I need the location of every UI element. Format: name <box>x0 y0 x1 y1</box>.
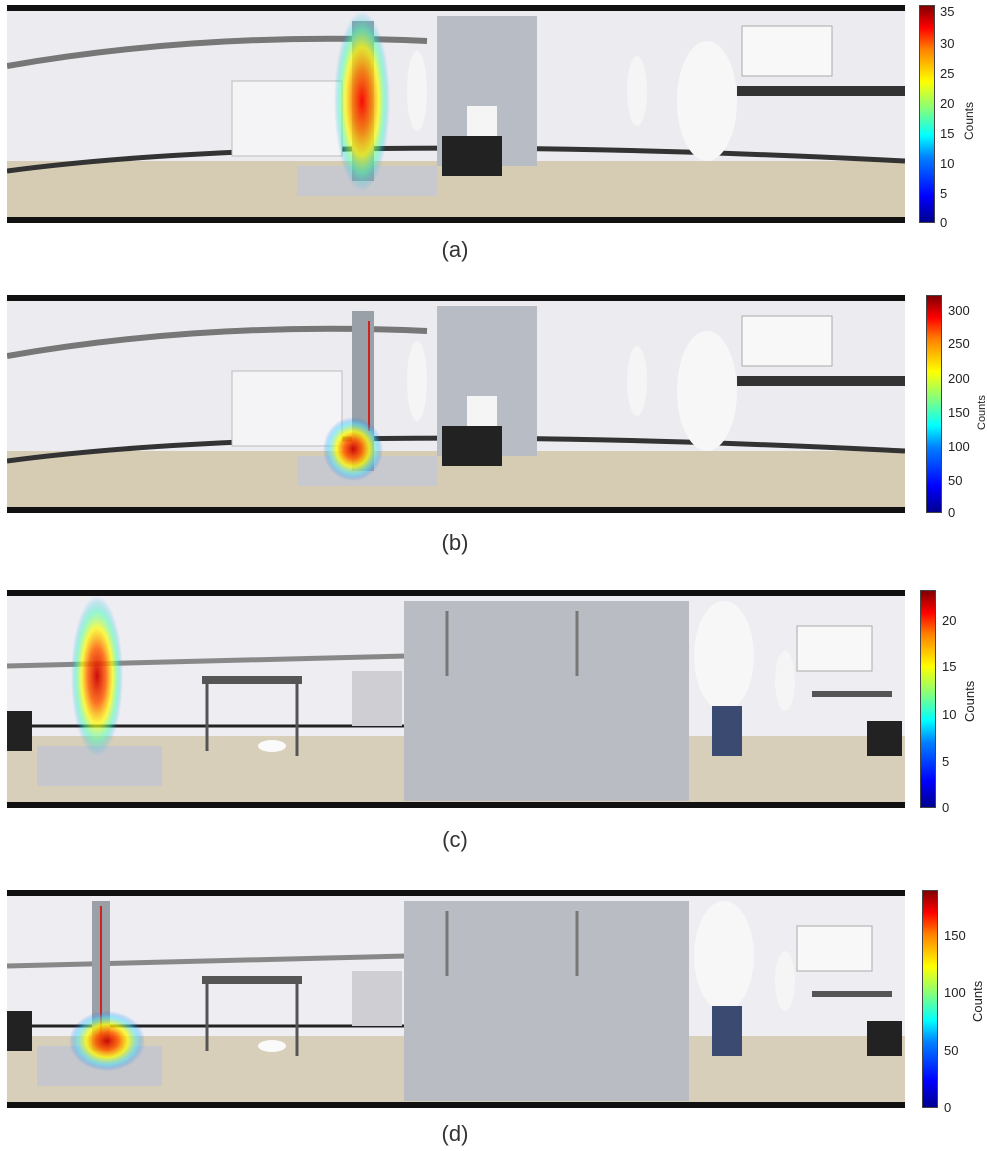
colorbar-a-tick: 15 <box>940 126 955 141</box>
panel-a: 35 30 25 20 15 10 5 0 Counts (a) <box>0 0 987 270</box>
colorbar-d-tick: 0 <box>944 1100 952 1115</box>
colorbar-c-label: Counts <box>962 680 977 722</box>
colorbar-c <box>920 590 936 808</box>
panel-c: 20 15 10 5 0 Counts (c) <box>0 587 987 857</box>
panel-b: 300 250 200 150 100 50 0 Counts (b) <box>0 290 987 565</box>
colorbar-a <box>919 5 935 223</box>
colorbar-b <box>926 295 942 513</box>
colorbar-c-tick: 15 <box>942 659 957 674</box>
colorbar-d-label: Counts <box>970 980 985 1022</box>
colorbar-c-tick: 10 <box>942 707 957 722</box>
colorbar-a-tick: 20 <box>940 96 955 111</box>
panorama-image-c <box>7 590 905 808</box>
colorbar-a-label: Counts <box>962 101 976 140</box>
colorbar-d-tick: 50 <box>944 1043 959 1058</box>
colorbar-d-tick: 150 <box>944 928 966 943</box>
colorbar-b-tick: 200 <box>948 371 970 386</box>
colorbar-c-tick: 20 <box>942 613 957 628</box>
colorbar-b-tick: 150 <box>948 405 970 420</box>
colorbar-a-tick: 25 <box>940 66 955 81</box>
panel-d: 150 100 50 0 Counts (d) <box>0 887 987 1151</box>
scene-c <box>7 596 905 802</box>
caption-c: (c) <box>442 827 468 852</box>
scene-d <box>7 896 905 1102</box>
colorbar-c-tick: 0 <box>942 800 950 815</box>
colorbar-a-tick: 35 <box>940 4 955 19</box>
panorama-image-b <box>7 295 905 513</box>
panorama-image-d <box>7 890 905 1108</box>
caption-b: (b) <box>441 530 469 555</box>
colorbar-b-tick: 100 <box>948 439 970 454</box>
colorbar-b-label: Counts <box>976 395 987 430</box>
colorbar-b-tick: 250 <box>948 336 970 351</box>
colorbar-a-tick: 5 <box>940 186 948 201</box>
colorbar-a-tick: 0 <box>940 215 948 230</box>
caption-a: (a) <box>441 237 469 262</box>
colorbar-b-tick: 0 <box>948 505 956 520</box>
colorbar-a-tick: 30 <box>940 36 955 51</box>
colorbar-d-tick: 100 <box>944 985 966 1000</box>
colorbar-d <box>922 890 938 1108</box>
scene-a <box>7 11 905 217</box>
colorbar-b-tick: 50 <box>948 473 963 488</box>
scene-b <box>7 301 905 507</box>
colorbar-b-tick: 300 <box>948 303 970 318</box>
panorama-image-a <box>7 5 905 223</box>
colorbar-a-tick: 10 <box>940 156 955 171</box>
colorbar-c-tick: 5 <box>942 754 950 769</box>
caption-d: (d) <box>441 1121 469 1146</box>
